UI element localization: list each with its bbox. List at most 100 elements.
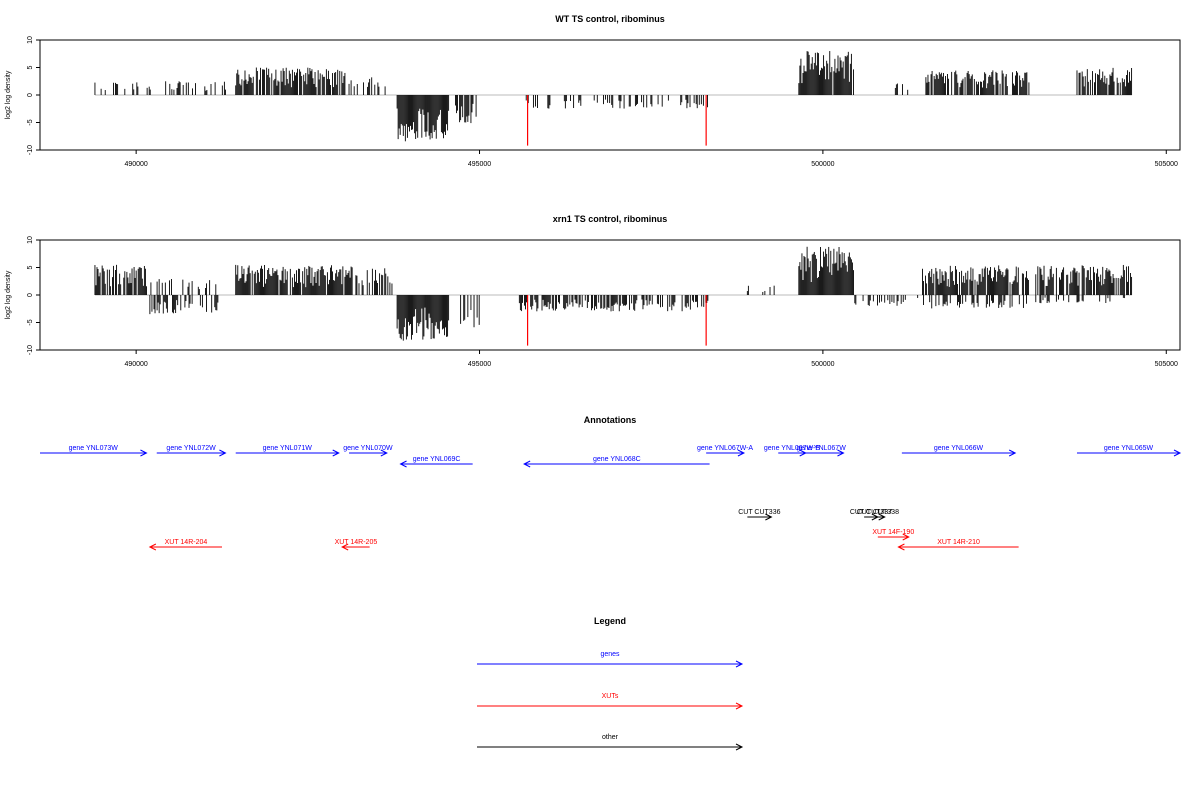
arrow-head <box>735 702 744 710</box>
gene-arrow <box>235 449 340 457</box>
signal-bars <box>94 246 1133 341</box>
track-panel-2: xrn1 TS control, ribominus -10 -5 0 5 10 log2 … <box>5 214 1181 368</box>
arrow-head <box>902 533 910 541</box>
arrow-head <box>380 449 388 457</box>
annotation-label: gene YNL067W <box>797 445 847 452</box>
annotation-label: gene YNL070W <box>343 445 393 452</box>
arrow-head <box>735 743 744 751</box>
gene-arrow <box>901 449 1017 457</box>
y-axis-label: log2 log density <box>5 270 12 319</box>
y-tick-label: -5 <box>27 319 34 325</box>
gene-arrow <box>349 449 388 457</box>
gene-arrow <box>798 449 845 457</box>
arrow-head <box>140 449 148 457</box>
annotation-gene: gene YNL073W <box>40 445 148 457</box>
annotation-label: CUT CUT337 <box>850 509 892 516</box>
annotation-gene: gene YNL069C <box>399 456 473 468</box>
arrow-head <box>341 543 349 551</box>
annotation-label: XUT 14R-204 <box>165 539 208 546</box>
annotation-gene: gene YNL067W-A <box>697 445 753 457</box>
annotation-label: CUT CUT336 <box>738 509 780 516</box>
gene-arrow <box>156 449 227 457</box>
annotation-label: XUT 14F-190 <box>872 529 914 536</box>
legend-title: Legend <box>594 616 626 626</box>
annotation-gene: gene YNL068C <box>523 456 710 468</box>
legend-arrow <box>477 743 744 751</box>
gene-arrow <box>1076 449 1182 457</box>
y-tick-label: -10 <box>27 145 34 155</box>
signal-bars <box>94 51 1133 142</box>
annotation-label: gene YNL066W <box>934 445 984 452</box>
x-tick-label: 490000 <box>124 161 147 168</box>
y-tick-label: -10 <box>27 345 34 355</box>
annotation-label: gene YNL068C <box>593 456 641 463</box>
y-tick-label: 5 <box>27 265 34 269</box>
y-tick-label: 5 <box>27 65 34 69</box>
annotation-label: XUT 14R-210 <box>937 539 980 546</box>
x-tick-label: 495000 <box>468 161 491 168</box>
gene-arrow <box>399 460 473 468</box>
arrow-head <box>523 460 531 468</box>
annotation-label: gene YNL065W <box>1104 445 1154 452</box>
legend-arrow <box>477 660 744 668</box>
annotation-label: XUT 14R-205 <box>335 539 378 546</box>
annotation-gene: gene YNL071W <box>235 445 340 457</box>
xut-arrow <box>148 543 222 551</box>
annotation-xut: XUT 14R-205 <box>335 539 378 551</box>
annotation-label: gene YNL071W <box>263 445 313 452</box>
arrow-head <box>219 449 227 457</box>
annotation-label: gene YNL067W-A <box>697 445 753 452</box>
other-arrow <box>870 513 886 521</box>
y-axis-label: log2 log density <box>5 70 12 119</box>
x-tick-label: 495000 <box>468 361 491 368</box>
annotation-xut: XUT 14F-190 <box>872 529 914 541</box>
x-tick-label: 505000 <box>1155 161 1178 168</box>
track-title: xrn1 TS control, ribominus <box>553 214 668 224</box>
annotation-gene: gene YNL070W <box>343 445 393 457</box>
xut-arrow <box>897 543 1019 551</box>
legend-item-gene: genes <box>477 651 744 668</box>
x-tick-label: 500000 <box>811 361 834 368</box>
annotation-gene: gene YNL065W <box>1076 445 1182 457</box>
track-panel-1: WT TS control, ribominus -10 -5 0 5 10 log2 lo… <box>5 14 1181 168</box>
track-title: WT TS control, ribominus <box>555 14 665 24</box>
annotation-gene: gene YNL067W <box>797 445 847 457</box>
x-tick-label: 505000 <box>1155 361 1178 368</box>
annotations-panel: Annotations gene YNL073W gene YNL072W gene … <box>40 415 1182 551</box>
annotation-gene: gene YNL072W <box>156 445 227 457</box>
legend-label: other <box>602 734 619 741</box>
y-tick-label: 0 <box>27 93 34 97</box>
arrow-head <box>897 543 905 551</box>
annotation-label: gene YNL067W-B <box>764 445 820 452</box>
arrow-head <box>737 449 746 457</box>
gene-arrow <box>523 460 710 468</box>
annotation-label: gene YNL069C <box>413 456 461 463</box>
gene-arrow <box>40 449 148 457</box>
arrow-head <box>765 513 773 521</box>
gene-arrow <box>706 449 746 457</box>
legend-item-xut: XUTs <box>477 693 744 710</box>
y-tick-label: 0 <box>27 293 34 297</box>
arrow-head <box>837 449 845 457</box>
legend-arrow <box>477 702 744 710</box>
annotations-title: Annotations <box>584 415 637 425</box>
annotation-label: gene YNL073W <box>69 445 119 452</box>
legend-label: genes <box>600 651 620 658</box>
annotation-xut: XUT 14R-204 <box>148 539 222 551</box>
arrow-head <box>1008 449 1017 457</box>
x-tick-label: 490000 <box>124 361 147 368</box>
legend-item-other: other <box>477 734 744 751</box>
xut-arrow <box>341 543 370 551</box>
annotation-xut: XUT 14R-210 <box>897 539 1019 551</box>
annotation-label: CUT CUT338 <box>857 509 899 516</box>
arrow-head <box>735 660 744 668</box>
arrow-head <box>1173 449 1182 457</box>
annotation-other: CUT CUT338 <box>857 509 899 521</box>
other-arrow <box>747 513 773 521</box>
arrow-head <box>148 543 157 551</box>
arrow-head <box>332 449 340 457</box>
y-tick-label: 10 <box>27 236 34 244</box>
y-tick-label: -5 <box>27 119 34 125</box>
y-tick-label: 10 <box>27 36 34 44</box>
